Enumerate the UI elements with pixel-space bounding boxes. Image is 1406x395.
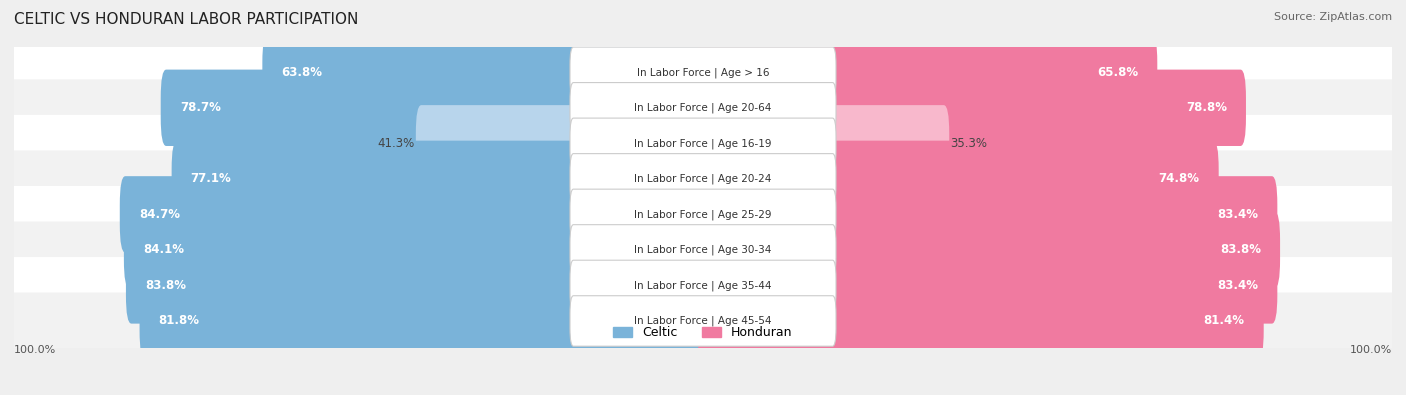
Text: In Labor Force | Age > 16: In Labor Force | Age > 16 <box>637 67 769 77</box>
FancyBboxPatch shape <box>263 34 709 111</box>
Text: 35.3%: 35.3% <box>950 137 987 150</box>
Text: 41.3%: 41.3% <box>377 137 415 150</box>
FancyBboxPatch shape <box>124 212 709 288</box>
FancyBboxPatch shape <box>13 222 1393 278</box>
FancyBboxPatch shape <box>569 296 837 346</box>
Text: 83.8%: 83.8% <box>145 279 186 292</box>
Text: 84.1%: 84.1% <box>143 243 184 256</box>
FancyBboxPatch shape <box>697 141 1219 217</box>
FancyBboxPatch shape <box>569 189 837 240</box>
Text: 81.4%: 81.4% <box>1204 314 1244 327</box>
FancyBboxPatch shape <box>13 293 1393 349</box>
FancyBboxPatch shape <box>697 247 1277 324</box>
Text: 83.8%: 83.8% <box>1220 243 1261 256</box>
Text: 83.4%: 83.4% <box>1218 208 1258 221</box>
FancyBboxPatch shape <box>697 105 949 182</box>
Text: 100.0%: 100.0% <box>14 345 56 355</box>
FancyBboxPatch shape <box>127 247 709 324</box>
Text: Source: ZipAtlas.com: Source: ZipAtlas.com <box>1274 12 1392 22</box>
Text: 74.8%: 74.8% <box>1159 172 1199 185</box>
Text: CELTIC VS HONDURAN LABOR PARTICIPATION: CELTIC VS HONDURAN LABOR PARTICIPATION <box>14 12 359 27</box>
FancyBboxPatch shape <box>172 141 709 217</box>
FancyBboxPatch shape <box>13 79 1393 136</box>
Text: 63.8%: 63.8% <box>281 66 322 79</box>
FancyBboxPatch shape <box>13 150 1393 207</box>
FancyBboxPatch shape <box>569 260 837 310</box>
FancyBboxPatch shape <box>160 70 709 146</box>
Text: 65.8%: 65.8% <box>1097 66 1139 79</box>
Text: 78.8%: 78.8% <box>1185 101 1227 114</box>
Text: In Labor Force | Age 20-24: In Labor Force | Age 20-24 <box>634 173 772 184</box>
FancyBboxPatch shape <box>13 186 1393 243</box>
Text: 100.0%: 100.0% <box>1350 345 1392 355</box>
Text: 77.1%: 77.1% <box>191 172 232 185</box>
FancyBboxPatch shape <box>139 283 709 359</box>
Text: In Labor Force | Age 45-54: In Labor Force | Age 45-54 <box>634 316 772 326</box>
FancyBboxPatch shape <box>13 257 1393 314</box>
FancyBboxPatch shape <box>697 283 1264 359</box>
Text: In Labor Force | Age 20-64: In Labor Force | Age 20-64 <box>634 103 772 113</box>
Text: In Labor Force | Age 16-19: In Labor Force | Age 16-19 <box>634 138 772 149</box>
Text: 84.7%: 84.7% <box>139 208 180 221</box>
FancyBboxPatch shape <box>697 34 1157 111</box>
FancyBboxPatch shape <box>569 225 837 275</box>
Text: 78.7%: 78.7% <box>180 101 221 114</box>
Text: In Labor Force | Age 35-44: In Labor Force | Age 35-44 <box>634 280 772 291</box>
Text: In Labor Force | Age 25-29: In Labor Force | Age 25-29 <box>634 209 772 220</box>
Text: In Labor Force | Age 30-34: In Labor Force | Age 30-34 <box>634 245 772 255</box>
Text: 83.4%: 83.4% <box>1218 279 1258 292</box>
Legend: Celtic, Honduran: Celtic, Honduran <box>609 322 797 344</box>
FancyBboxPatch shape <box>569 118 837 169</box>
FancyBboxPatch shape <box>13 44 1393 101</box>
FancyBboxPatch shape <box>416 105 709 182</box>
FancyBboxPatch shape <box>569 47 837 98</box>
FancyBboxPatch shape <box>697 70 1246 146</box>
FancyBboxPatch shape <box>697 212 1279 288</box>
FancyBboxPatch shape <box>13 115 1393 172</box>
Text: 81.8%: 81.8% <box>159 314 200 327</box>
FancyBboxPatch shape <box>697 176 1277 252</box>
FancyBboxPatch shape <box>120 176 709 252</box>
FancyBboxPatch shape <box>569 83 837 133</box>
FancyBboxPatch shape <box>569 154 837 204</box>
